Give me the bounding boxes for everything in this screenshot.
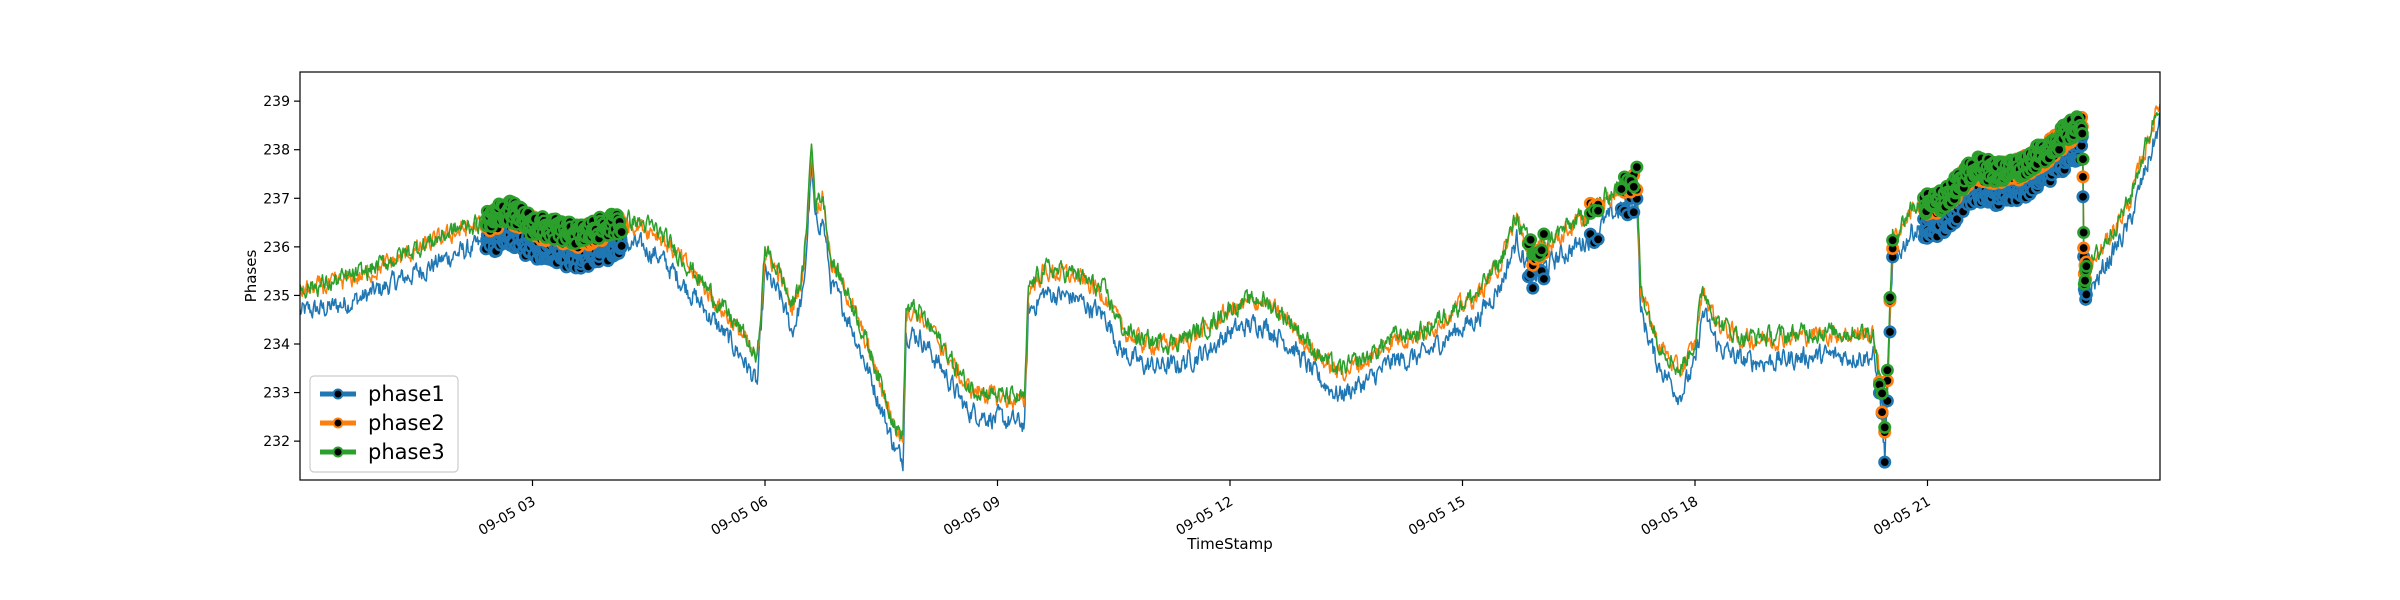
highlight-marker-phase2 (2077, 241, 2091, 255)
highlight-marker-phase3 (1878, 420, 1892, 434)
x-axis-label: TimeStamp (1186, 535, 1272, 553)
highlight-marker-phase1 (615, 239, 629, 253)
highlight-marker-phase2 (1875, 405, 1889, 419)
highlight-marker-phase1 (1883, 325, 1897, 339)
y-tick-label: 237 (263, 191, 290, 207)
highlight-marker-phase1 (1878, 455, 1892, 469)
highlight-marker-phase3 (1883, 291, 1897, 305)
highlight-markers (479, 110, 2093, 469)
legend-label-phase2: phase2 (368, 411, 445, 435)
y-tick-label: 236 (263, 240, 290, 256)
highlight-marker-phase1 (2076, 190, 2090, 204)
highlight-marker-phase3 (1880, 363, 1894, 377)
y-tick-label: 239 (263, 94, 290, 110)
legend-marker-phase1 (332, 388, 344, 400)
highlight-marker-phase3 (1875, 386, 1889, 400)
highlight-marker-phase3 (1627, 180, 1641, 194)
highlight-marker-phase3 (1535, 243, 1549, 257)
y-tick-label: 235 (263, 288, 290, 304)
y-axis-label: Phases (242, 250, 260, 303)
highlight-marker-phase3 (1524, 233, 1538, 247)
legend-box (309, 375, 459, 473)
highlight-marker-phase1 (1526, 281, 1540, 295)
legend-label-phase3: phase3 (368, 440, 445, 464)
legend-marker-phase2 (332, 417, 344, 429)
legend-label-phase1: phase1 (368, 382, 445, 406)
y-tick-label: 233 (263, 386, 290, 402)
y-tick-label: 238 (263, 143, 290, 159)
highlight-marker-phase3 (2079, 259, 2093, 273)
highlight-marker-phase3 (2075, 127, 2089, 141)
highlight-marker-phase3 (1591, 204, 1605, 218)
highlight-marker-phase1 (1591, 232, 1605, 246)
highlight-marker-phase3 (2076, 152, 2090, 166)
highlight-marker-phase3 (1630, 160, 1644, 174)
y-tick-label: 234 (263, 337, 290, 353)
highlight-marker-phase3 (2078, 274, 2092, 288)
highlight-marker-phase3 (615, 225, 629, 239)
highlight-marker-phase1 (1627, 205, 1641, 219)
highlight-marker-phase3 (1886, 233, 1900, 247)
y-axis: 232 233 234 235 236 237 238 239 (263, 94, 300, 450)
highlight-marker-phase3 (1537, 227, 1551, 241)
highlight-marker-phase1 (1537, 272, 1551, 286)
y-tick-label: 232 (263, 434, 290, 450)
legend-marker-phase3 (332, 446, 344, 458)
highlight-marker-phase1 (2079, 287, 2093, 301)
legend: phase1 phase2 phase3 (309, 375, 459, 473)
highlight-marker-phase3 (2077, 226, 2091, 240)
highlight-marker-phase2 (2076, 170, 2090, 184)
highlight-marker-phase3 (1614, 182, 1628, 196)
